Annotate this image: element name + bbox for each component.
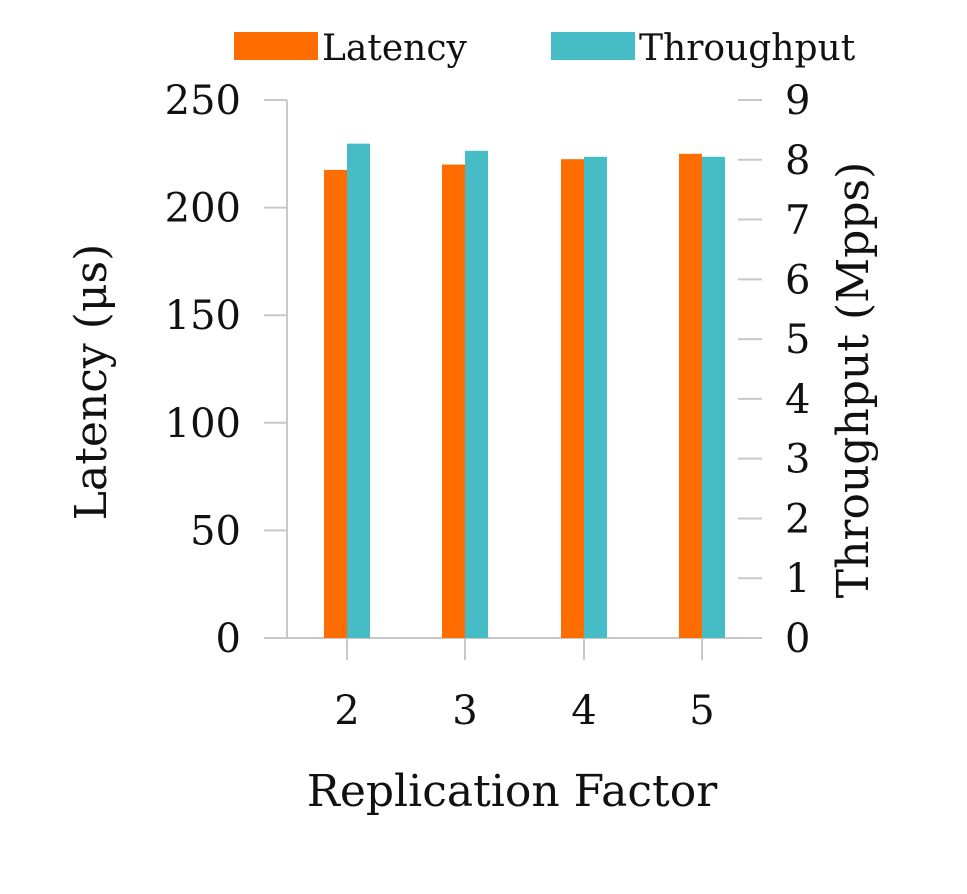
legend-label-throughput: Throughput bbox=[639, 28, 856, 69]
right-tick-label: 2 bbox=[785, 496, 810, 542]
left-tick-label: 50 bbox=[190, 508, 241, 554]
left-tick-label: 250 bbox=[165, 78, 241, 124]
legend-label-latency: Latency bbox=[322, 28, 467, 69]
right-tick-label: 4 bbox=[785, 377, 810, 423]
left-tick-label: 100 bbox=[165, 401, 241, 447]
right-tick-label: 3 bbox=[785, 437, 810, 483]
x-axis: 2 3 4 5 bbox=[264, 637, 758, 734]
right-tick-label: 9 bbox=[785, 78, 810, 124]
bar-throughput-2 bbox=[347, 143, 370, 639]
x-axis-title: Replication Factor bbox=[307, 766, 719, 817]
right-tick-label: 5 bbox=[785, 317, 810, 363]
bars-group bbox=[324, 143, 725, 639]
left-y-axis-title: Latency (μs) bbox=[66, 244, 117, 521]
bar-latency-3 bbox=[442, 164, 465, 638]
right-tick-label: 8 bbox=[785, 138, 810, 184]
legend-swatch-throughput bbox=[551, 32, 635, 60]
x-tick-label: 4 bbox=[571, 688, 596, 734]
left-y-axis: 0 50 100 150 200 250 bbox=[165, 78, 288, 662]
left-tick-label: 0 bbox=[216, 616, 241, 662]
right-tick-label: 7 bbox=[785, 198, 810, 244]
bar-latency-5 bbox=[679, 153, 702, 639]
left-tick-label: 150 bbox=[165, 293, 241, 339]
legend: Latency Throughput bbox=[234, 28, 856, 69]
bar-throughput-4 bbox=[584, 156, 607, 639]
x-tick-label: 5 bbox=[689, 688, 714, 734]
right-y-axis-title: Throughput (Mpps) bbox=[828, 162, 879, 599]
left-tick-label: 200 bbox=[165, 186, 241, 232]
legend-swatch-latency bbox=[234, 32, 318, 60]
bar-latency-4 bbox=[561, 159, 584, 638]
right-y-axis: 0 1 2 3 4 5 6 7 8 9 bbox=[738, 78, 810, 662]
bar-throughput-3 bbox=[465, 150, 488, 639]
right-tick-label: 1 bbox=[785, 556, 810, 602]
bar-throughput-5 bbox=[702, 156, 725, 639]
x-tick-label: 3 bbox=[452, 688, 477, 734]
bar-latency-2 bbox=[324, 169, 347, 638]
right-tick-label: 0 bbox=[785, 616, 810, 662]
x-tick-label: 2 bbox=[334, 688, 359, 734]
right-tick-label: 6 bbox=[785, 257, 810, 303]
